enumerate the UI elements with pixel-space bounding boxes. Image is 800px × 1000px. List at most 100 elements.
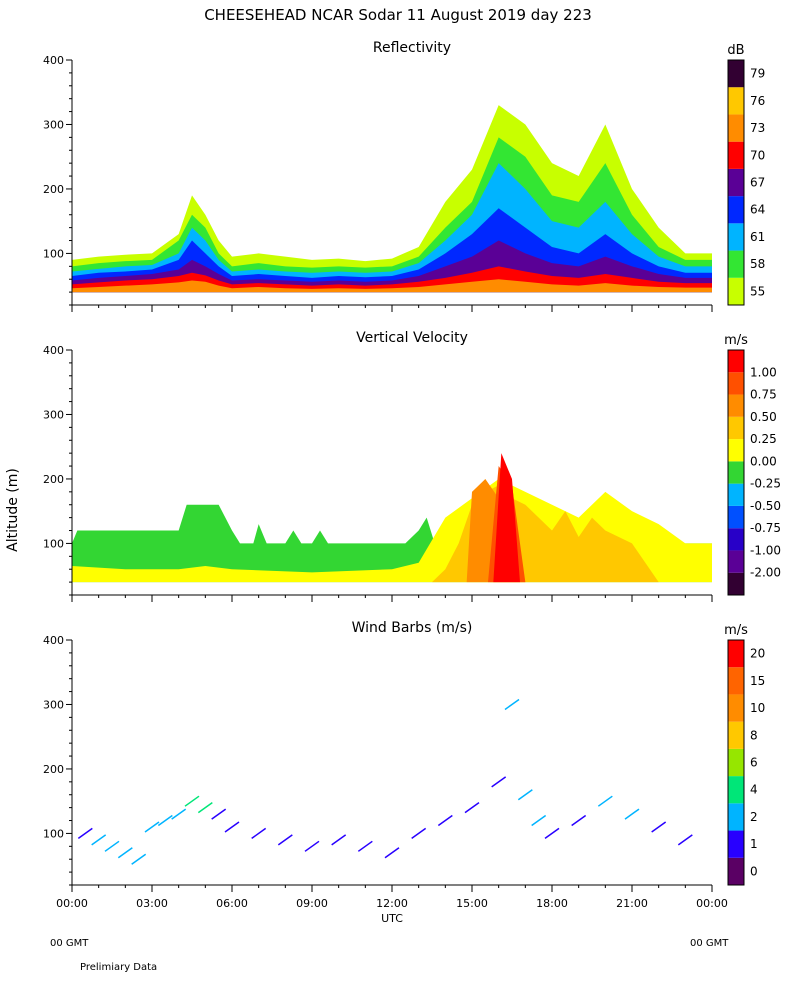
colorbar-swatch [728, 196, 744, 224]
wind-barb [117, 847, 133, 859]
colorbar-frame [727, 59, 745, 306]
x-tick-label: 09:00 [296, 897, 328, 910]
colorbar-swatch [728, 857, 744, 885]
y-tick-label: 400 [43, 344, 64, 357]
colorbar-swatch [728, 505, 744, 529]
colorbar-label: 2 [750, 810, 758, 824]
wind-barb [491, 776, 507, 788]
colorbar-label: 10 [750, 701, 765, 715]
x-tick-label: 06:00 [216, 897, 248, 910]
chart-title: CHEESEHEAD NCAR Sodar 11 August 2019 day… [204, 6, 592, 24]
wind-barb [277, 834, 293, 846]
y-tick-label: 200 [43, 763, 64, 776]
colorbar-swatch [728, 803, 744, 831]
colorbar-label: 70 [750, 148, 765, 162]
wind-barb [331, 834, 347, 846]
colorbar-swatch [728, 550, 744, 573]
colorbar-swatch [728, 223, 744, 251]
colorbar-swatch [728, 87, 744, 115]
wind-barb [651, 821, 667, 833]
colorbar-swatch [728, 748, 744, 777]
colorbar-label: -1.00 [750, 543, 781, 557]
colorbar-label: -0.50 [750, 499, 781, 513]
colorbar-swatch [728, 776, 744, 804]
colorbar-frame [727, 349, 745, 596]
panel-1: Vertical Velocity 100 200 300 400 m/s -2.00 -1.… [43, 330, 781, 602]
wind-barb [144, 821, 160, 833]
colorbar-swatch [728, 439, 744, 462]
colorbar-label: 0.25 [750, 432, 777, 446]
x-tick-label: 03:00 [136, 897, 168, 910]
colorbar-label: 0.75 [750, 388, 777, 402]
y-tick-label: 100 [43, 827, 64, 840]
colorbar-label: 55 [750, 284, 765, 298]
y-tick-label: 200 [43, 473, 64, 486]
colorbar-label: 61 [750, 230, 765, 244]
colorbar-label: 0.50 [750, 410, 777, 424]
colorbar-units-2: m/s [724, 623, 748, 638]
wind-barb [384, 847, 400, 859]
colorbar-swatch [728, 60, 744, 88]
wind-barb [624, 808, 640, 820]
colorbar-label: 76 [750, 94, 765, 108]
x-tick-label: 00:00 [56, 897, 88, 910]
colorbar-swatch [728, 528, 744, 551]
colorbar-label: -0.75 [750, 521, 781, 535]
colorbar-swatch [728, 277, 744, 305]
wind-barb [104, 840, 120, 852]
colorbar-swatch [728, 114, 744, 142]
colorbar-swatch [728, 350, 744, 373]
wind-barb [131, 853, 147, 865]
wind-barb [184, 795, 200, 807]
colorbar-units-1: m/s [724, 333, 748, 348]
wind-barb [544, 827, 560, 840]
colorbar-swatch [728, 572, 744, 595]
colorbar-label: 73 [750, 121, 765, 135]
x-tick-label: 15:00 [456, 897, 488, 910]
x-tick-label: 12:00 [376, 897, 408, 910]
colorbar-label: 1 [750, 837, 758, 851]
x-tick-label: 00:00 [696, 897, 728, 910]
wind-barb [571, 814, 587, 827]
colorbar-swatch [728, 168, 744, 197]
colorbar-label: 20 [750, 647, 765, 661]
panel-title-1: Vertical Velocity [356, 330, 468, 346]
wind-barb [171, 808, 187, 820]
wind-barb [437, 814, 453, 827]
wind-barb [677, 834, 693, 846]
colorbar-swatch [728, 721, 744, 749]
y-tick-label: 300 [43, 698, 64, 711]
y-tick-label: 400 [43, 634, 64, 647]
y-axis-label: Altitude (m) [5, 468, 21, 552]
wind-barb [251, 827, 267, 840]
colorbar-units-0: dB [727, 43, 744, 58]
y-tick-label: 400 [43, 54, 64, 67]
y-tick-label: 100 [43, 247, 64, 260]
colorbar-swatch [728, 830, 744, 858]
wind-barb [77, 827, 93, 840]
wind-barb [211, 808, 227, 820]
footer-note: Prelimiary Data [80, 962, 157, 973]
x-tick-label: 18:00 [536, 897, 568, 910]
y-tick-label: 200 [43, 183, 64, 196]
panel-title-2: Wind Barbs (m/s) [352, 620, 473, 636]
y-tick-label: 300 [43, 408, 64, 421]
wind-barb [464, 802, 480, 814]
colorbar-swatch [728, 640, 744, 668]
colorbar-swatch [728, 483, 744, 506]
colorbar-label: 0 [750, 864, 758, 878]
colorbar-swatch [728, 372, 744, 395]
wind-barb [504, 698, 520, 711]
colorbar-swatch [728, 667, 744, 695]
wind-barb [304, 840, 320, 852]
wind-barb [531, 814, 547, 827]
wind-barb [157, 814, 173, 827]
colorbar-label: 4 [750, 783, 758, 797]
colorbar-swatch [728, 694, 744, 722]
colorbar-frame [727, 639, 745, 886]
wind-barb [91, 834, 107, 846]
colorbar-label: 67 [750, 176, 765, 190]
y-tick-label: 100 [43, 537, 64, 550]
